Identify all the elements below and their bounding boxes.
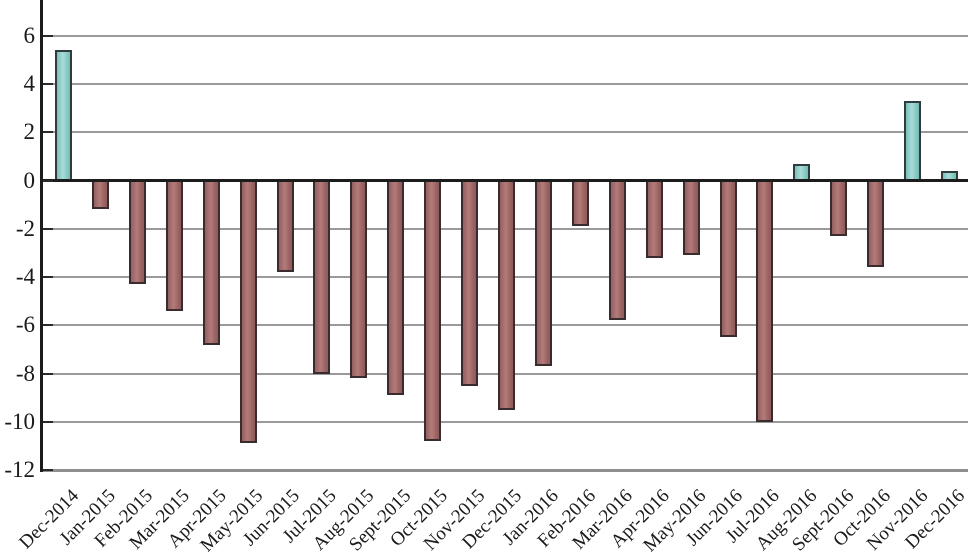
x-axis-zero-line: [40, 179, 968, 182]
bar-jun-2015: [276, 180, 294, 273]
bar-jul-2016: [756, 180, 774, 422]
bar-apr-2016: [645, 180, 663, 258]
y-axis-label-2: 2: [23, 119, 36, 145]
y-axis-tick--2: [43, 227, 53, 230]
bar-mar-2016: [608, 180, 626, 321]
bar-sept-2016: [830, 180, 848, 236]
y-axis-tick-6: [43, 34, 53, 37]
gridline--10: [43, 420, 968, 423]
bar-may-2015: [239, 180, 257, 444]
y-axis-tick-2: [43, 131, 53, 134]
gridline-2: [43, 131, 968, 134]
bar-feb-2016: [571, 180, 589, 227]
y-axis-tick--6: [43, 324, 53, 327]
gridline-4: [43, 83, 968, 85]
y-axis-tick--10: [43, 420, 53, 423]
bar-feb-2015: [128, 180, 146, 285]
bar-jul-2015: [313, 180, 331, 374]
bar-dec-2016: [941, 170, 959, 181]
bar-jan-2016: [534, 180, 552, 367]
bar-jun-2016: [719, 180, 737, 338]
y-axis-tick--8: [43, 372, 53, 375]
bar-oct-2015: [424, 180, 442, 442]
bar-may-2016: [682, 180, 700, 256]
y-axis-tick--12: [43, 469, 53, 471]
y-axis-label--6: -6: [15, 312, 35, 338]
bar-aug-2015: [350, 180, 368, 379]
bar-dec-2014: [55, 50, 72, 181]
y-axis-label-0: 0: [23, 167, 36, 193]
bar-aug-2016: [793, 163, 811, 181]
y-axis-line: [40, 0, 43, 472]
bar-nov-2015: [461, 180, 479, 386]
y-axis-label--12: -12: [4, 457, 35, 482]
y-axis-label--2: -2: [15, 215, 35, 241]
y-axis-tick-0: [43, 179, 53, 182]
bar-dec-2015: [498, 180, 516, 410]
bar-oct-2016: [867, 180, 885, 268]
y-axis-label-4: 4: [23, 71, 36, 96]
bar-apr-2015: [202, 180, 220, 345]
y-axis-tick-4: [43, 83, 53, 85]
bar-nov-2016: [904, 100, 922, 181]
y-axis-label-6: 6: [23, 22, 36, 48]
bar-sept-2015: [387, 180, 405, 396]
y-axis-label--10: -10: [4, 408, 35, 434]
gridline--12: [43, 469, 968, 472]
bar-mar-2015: [165, 180, 183, 311]
bar-jan-2015: [91, 180, 109, 210]
y-axis-label--4: -4: [15, 264, 35, 289]
y-axis-label--8: -8: [15, 360, 35, 386]
gridline-6: [43, 34, 968, 37]
y-axis-tick--4: [43, 276, 53, 278]
